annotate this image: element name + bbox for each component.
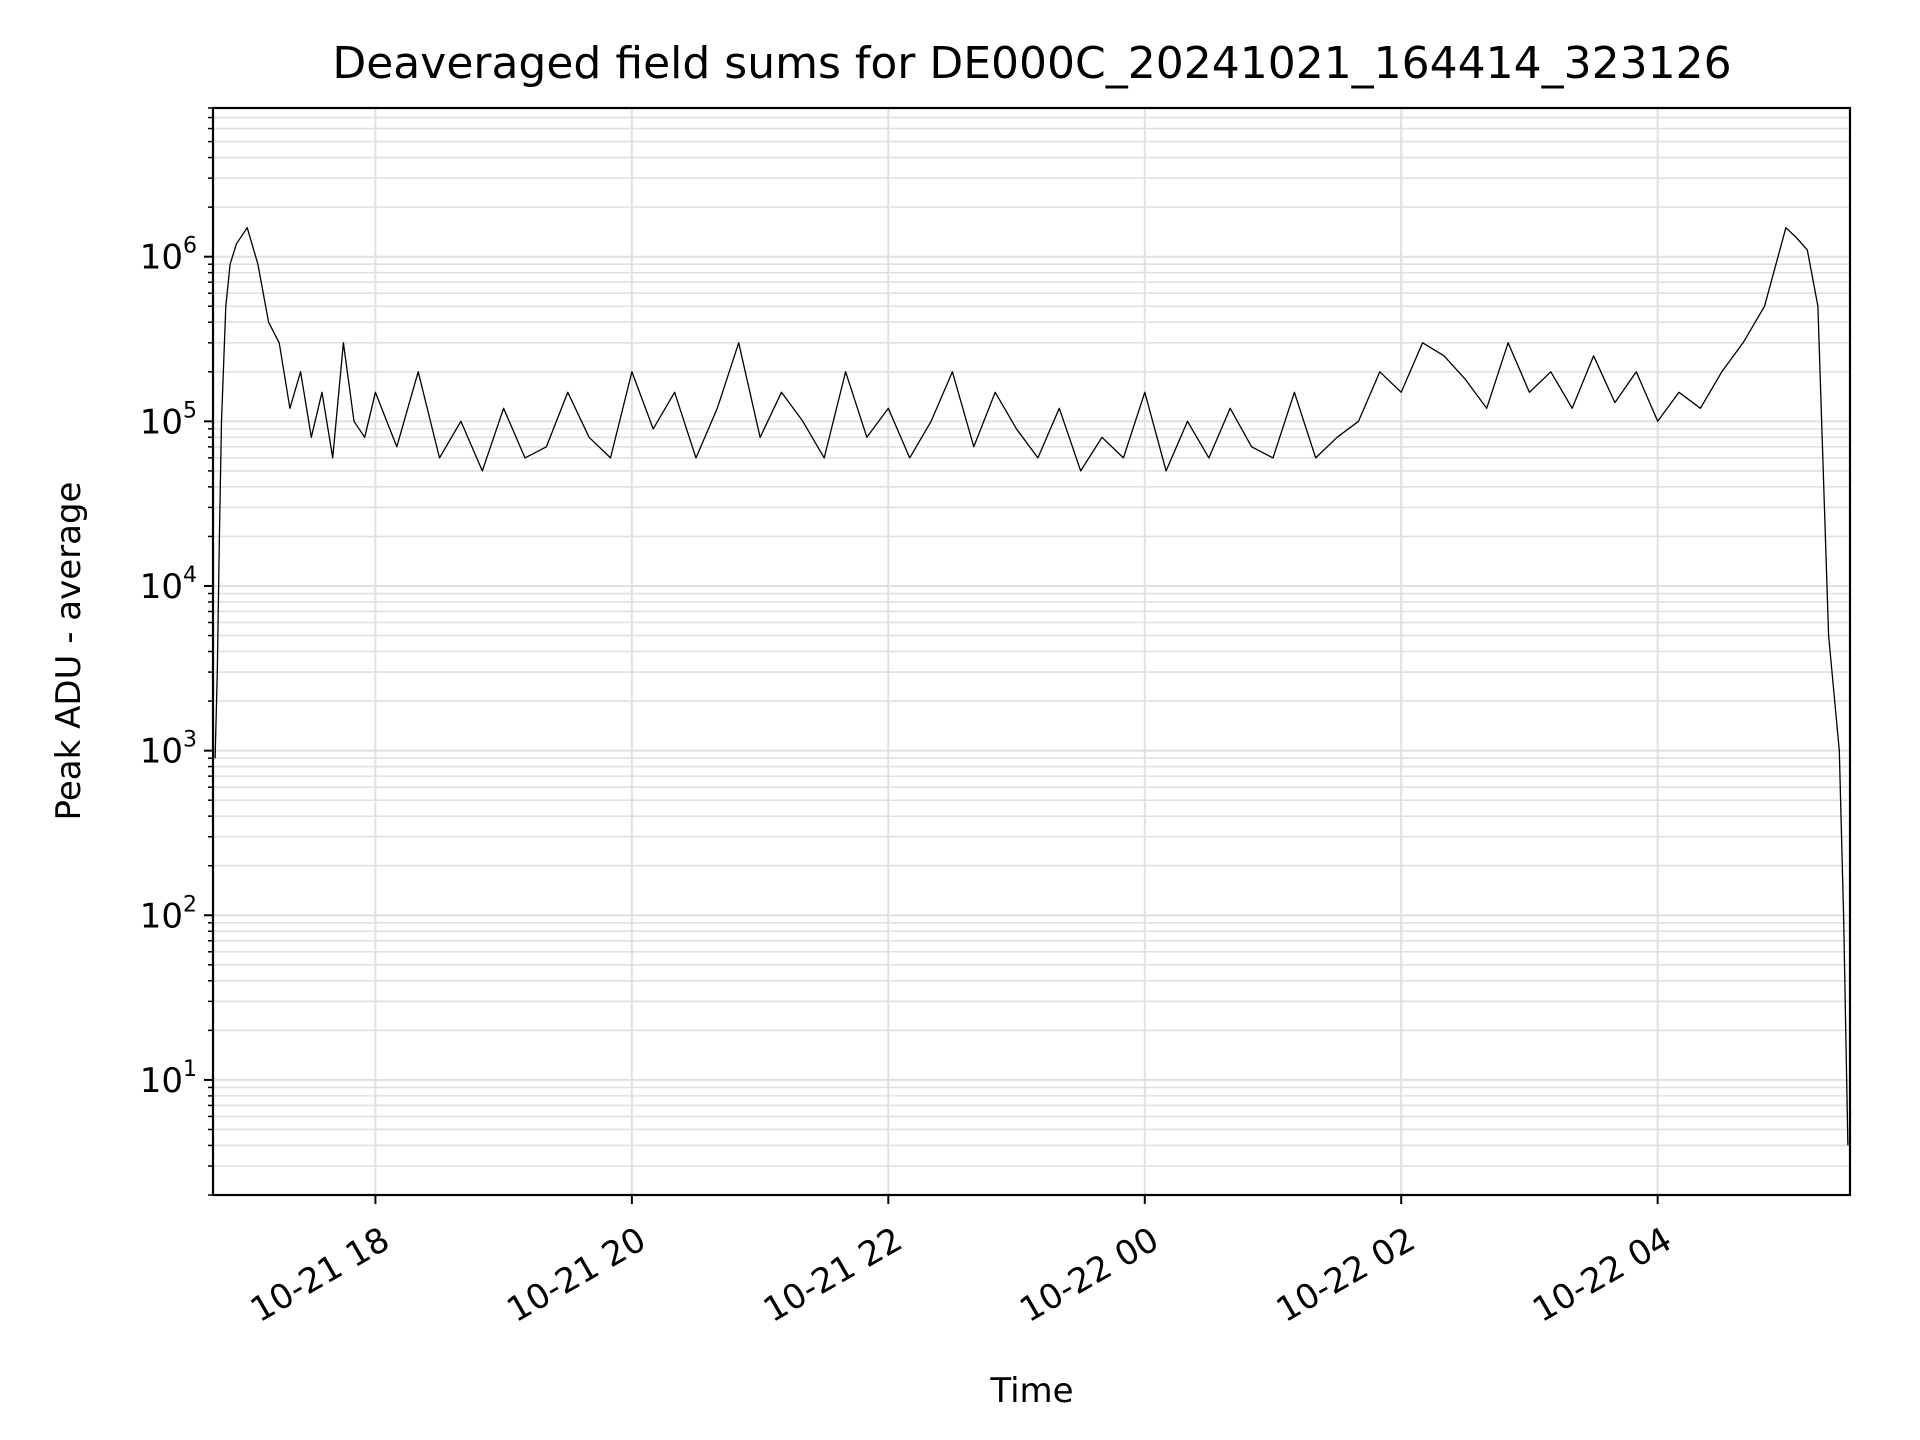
y-tick-label: 103	[140, 728, 197, 772]
axis-ticks	[204, 107, 1659, 1204]
chart-title: Deaveraged field sums for DE000C_2024102…	[332, 38, 1731, 89]
series-line	[214, 227, 1849, 1146]
y-axis-label: Peak ADU - average	[49, 482, 89, 821]
y-tick-label: 102	[140, 892, 197, 936]
x-axis-label: Time	[989, 1371, 1073, 1411]
grid-lines	[213, 107, 1850, 1196]
y-tick-label: 104	[140, 563, 197, 607]
plot-area: 10-21 18 10-21 20 10-21 22 10-22 00 10-22 02…	[140, 106, 1852, 1331]
y-tick-labels: 101 102 103 104 105 106	[140, 234, 197, 1101]
y-tick-label: 106	[140, 234, 197, 278]
y-tick-label: 105	[140, 398, 197, 442]
y-tick-label: 101	[140, 1057, 197, 1101]
